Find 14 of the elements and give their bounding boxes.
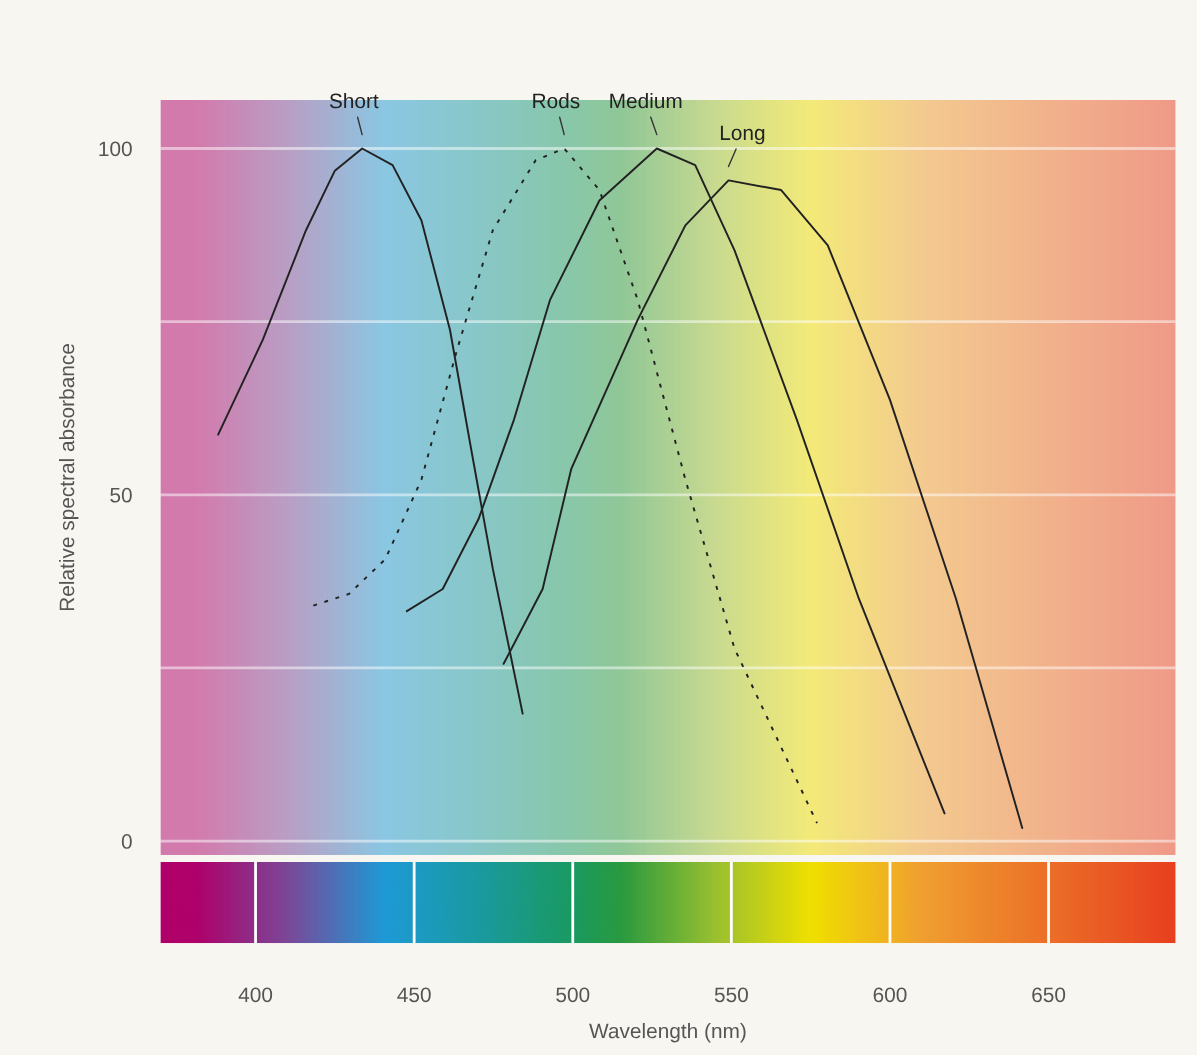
x-tick-label: 400 <box>238 987 273 1003</box>
x-tick-label: 450 <box>397 987 431 1003</box>
text: Medium <box>610 93 682 109</box>
y-axis-title: Relative spectral absorbance <box>59 344 79 611</box>
x-tick-label: 500 <box>556 987 590 1003</box>
y-tick-label: 50 <box>110 487 132 503</box>
x-tick-label: 550 <box>714 987 748 1003</box>
x-tick-label: 650 <box>1032 987 1066 1003</box>
series-label: Long <box>720 125 765 145</box>
x-axis-title: Wavelength (nm) <box>589 1023 746 1043</box>
x-tick-label: 600 <box>873 987 907 1003</box>
y-tick-label: 100 <box>99 141 132 157</box>
text: Short <box>329 93 379 109</box>
y-tick-label: 0 <box>121 834 132 849</box>
